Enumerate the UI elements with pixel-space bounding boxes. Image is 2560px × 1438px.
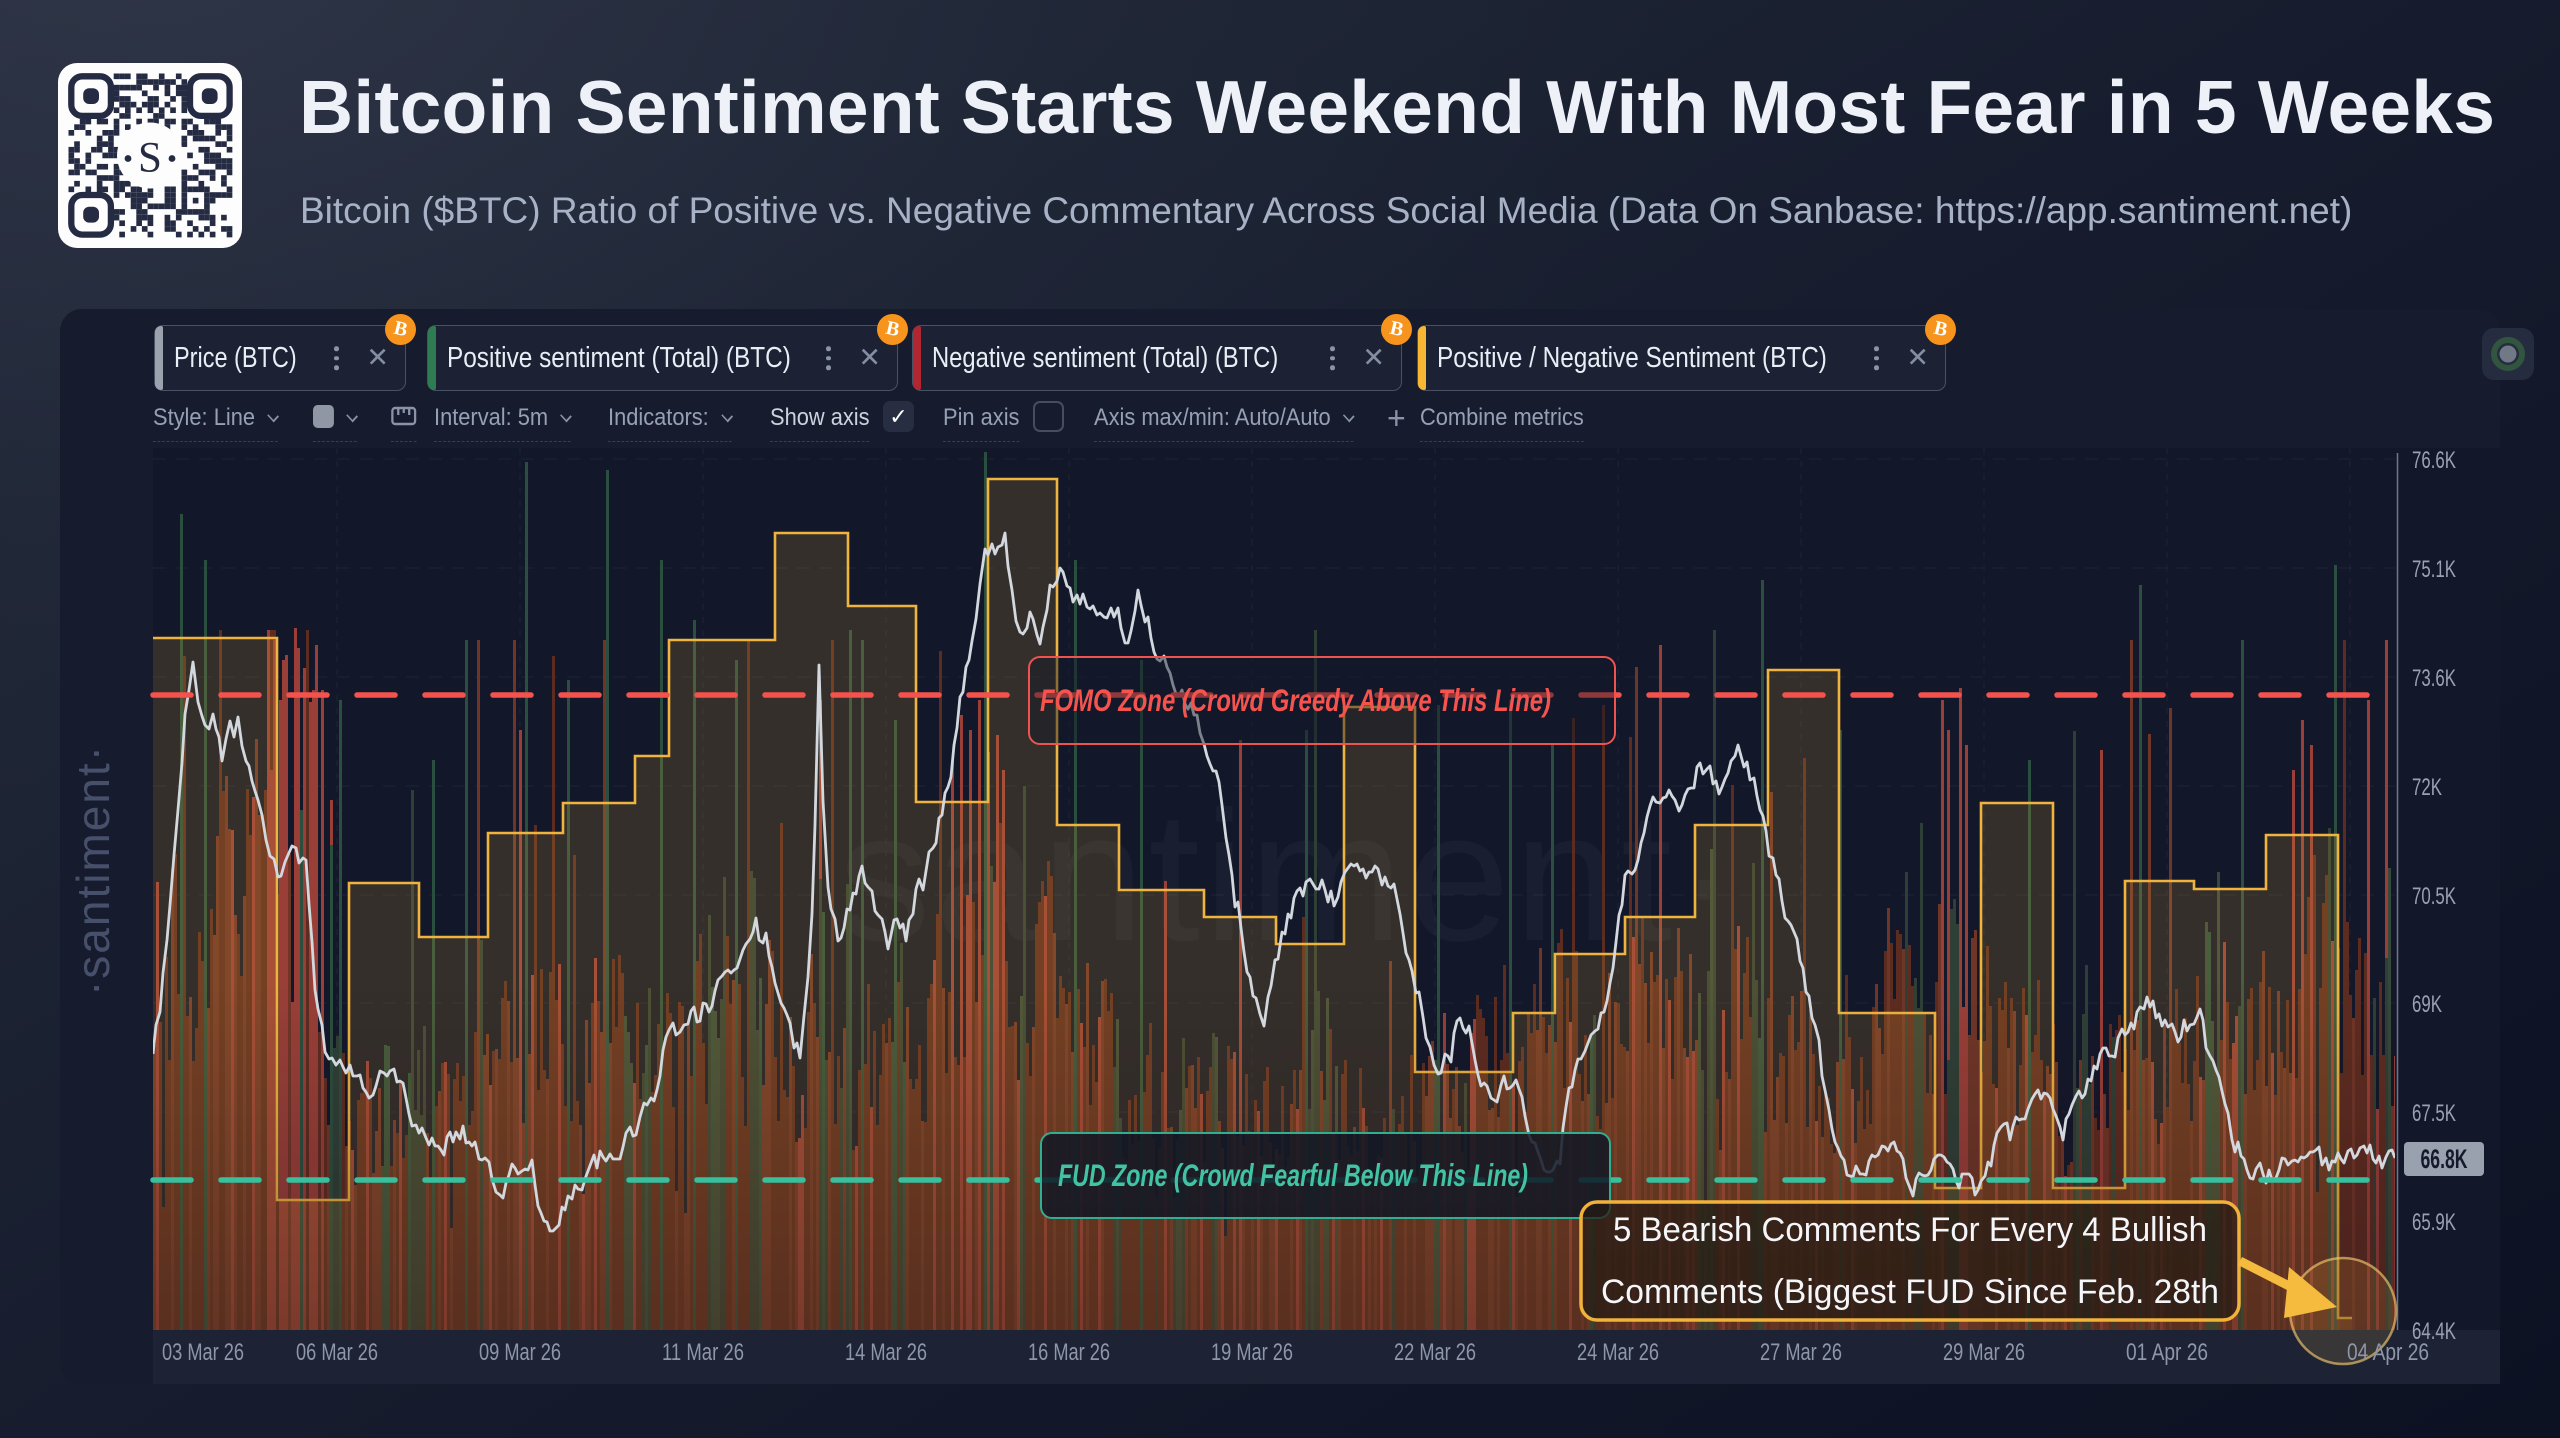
svg-text:FUD Zone (Crowd Fearful Below: FUD Zone (Crowd Fearful Below This Line) — [1058, 1157, 1528, 1193]
svg-text:67.5K: 67.5K — [2412, 1100, 2456, 1127]
svg-text:04 Apr 26: 04 Apr 26 — [2347, 1339, 2429, 1366]
svg-text:19 Mar 26: 19 Mar 26 — [1211, 1339, 1293, 1366]
svg-text:16 Mar 26: 16 Mar 26 — [1028, 1339, 1110, 1366]
svg-text:27 Mar 26: 27 Mar 26 — [1760, 1339, 1842, 1366]
svg-text:76.6K: 76.6K — [2412, 447, 2456, 474]
svg-text:03 Mar 26: 03 Mar 26 — [162, 1339, 244, 1366]
svg-text:75.1K: 75.1K — [2412, 556, 2456, 583]
svg-text:72K: 72K — [2412, 774, 2442, 801]
svg-text:11 Mar 26: 11 Mar 26 — [662, 1339, 744, 1366]
svg-text:69K: 69K — [2412, 991, 2442, 1018]
svg-text:73.6K: 73.6K — [2412, 665, 2456, 692]
svg-text:06 Mar 26: 06 Mar 26 — [296, 1339, 378, 1366]
svg-text:Comments (Biggest FUD Since Fe: Comments (Biggest FUD Since Feb. 28th — [1601, 1273, 2219, 1311]
svg-text:64.4K: 64.4K — [2412, 1318, 2456, 1345]
svg-text:01 Apr 26: 01 Apr 26 — [2126, 1339, 2208, 1366]
svg-text:29 Mar 26: 29 Mar 26 — [1943, 1339, 2025, 1366]
svg-text:22 Mar 26: 22 Mar 26 — [1394, 1339, 1476, 1366]
svg-text:70.5K: 70.5K — [2412, 883, 2456, 910]
svg-text:14 Mar 26: 14 Mar 26 — [845, 1339, 927, 1366]
svg-text:66.8K: 66.8K — [2421, 1144, 2468, 1174]
svg-text:5 Bearish Comments For Every 4: 5 Bearish Comments For Every 4 Bullish — [1613, 1211, 2207, 1249]
svg-text:FOMO Zone (Crowd Greedy Above: FOMO Zone (Crowd Greedy Above This Line) — [1040, 682, 1551, 718]
svg-text:24 Mar 26: 24 Mar 26 — [1577, 1339, 1659, 1366]
svg-text:S: S — [138, 135, 162, 182]
svg-text:09 Mar 26: 09 Mar 26 — [479, 1339, 561, 1366]
svg-text:·santiment·: ·santiment· — [67, 744, 119, 996]
svg-text:65.9K: 65.9K — [2412, 1209, 2456, 1236]
